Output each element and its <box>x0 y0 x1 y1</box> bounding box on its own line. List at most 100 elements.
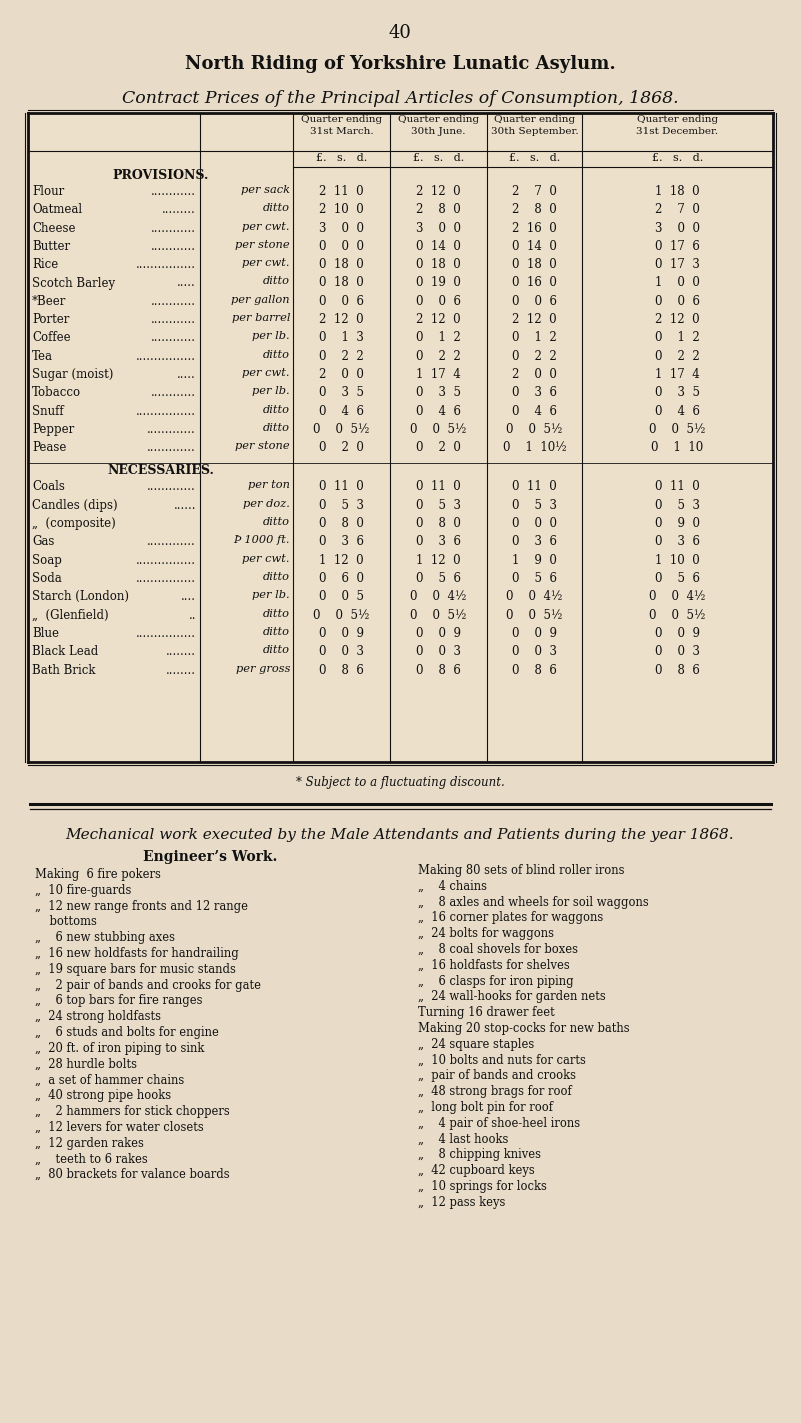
Text: 1  12  0: 1 12 0 <box>417 554 461 566</box>
Text: .............: ............. <box>147 441 196 454</box>
Text: Rice: Rice <box>32 258 58 272</box>
Text: Starch (London): Starch (London) <box>32 591 129 603</box>
Text: 2  10  0: 2 10 0 <box>319 203 364 216</box>
Text: ditto: ditto <box>263 404 290 414</box>
Text: 0    0  5½: 0 0 5½ <box>410 423 467 435</box>
Text: ................: ................ <box>136 572 196 585</box>
Text: 0    2  0: 0 2 0 <box>319 441 364 454</box>
Text: ditto: ditto <box>263 423 290 433</box>
Text: Gas: Gas <box>32 535 54 548</box>
Text: Black Lead: Black Lead <box>32 645 99 659</box>
Text: 0    0  3: 0 0 3 <box>319 645 364 659</box>
Text: „  16 holdfasts for shelves: „ 16 holdfasts for shelves <box>418 959 570 972</box>
Text: 0    5  6: 0 5 6 <box>655 572 700 585</box>
Text: „  80 brackets for valance boards: „ 80 brackets for valance boards <box>35 1168 230 1181</box>
Text: Þ 1000 ft.: Þ 1000 ft. <box>234 535 290 545</box>
Text: 2  11  0: 2 11 0 <box>319 185 364 198</box>
Text: per lb.: per lb. <box>252 332 290 342</box>
Text: 0    0  5½: 0 0 5½ <box>506 423 562 435</box>
Text: „    8 chipping knives: „ 8 chipping knives <box>418 1148 541 1161</box>
Text: „    2 hammers for stick choppers: „ 2 hammers for stick choppers <box>35 1106 230 1118</box>
Text: „    8 coal shovels for boxes: „ 8 coal shovels for boxes <box>418 943 578 956</box>
Text: Bath Brick: Bath Brick <box>32 663 95 676</box>
Text: per doz.: per doz. <box>244 499 290 509</box>
Text: .....: ..... <box>177 276 196 289</box>
Text: „  10 fire-guards: „ 10 fire-guards <box>35 884 131 896</box>
Text: 0    5  3: 0 5 3 <box>655 499 700 512</box>
Text: „    8 axles and wheels for soil waggons: „ 8 axles and wheels for soil waggons <box>418 895 649 909</box>
Text: 0  11  0: 0 11 0 <box>319 481 364 494</box>
Text: 0    0  3: 0 0 3 <box>655 645 700 659</box>
Text: 0    5  3: 0 5 3 <box>416 499 461 512</box>
Text: Cheese: Cheese <box>32 222 75 235</box>
Text: 0  11  0: 0 11 0 <box>417 481 461 494</box>
Text: .....: ..... <box>177 369 196 381</box>
Text: ditto: ditto <box>263 350 290 360</box>
Text: 0    8  6: 0 8 6 <box>655 663 700 676</box>
Text: per cwt.: per cwt. <box>243 369 290 379</box>
Text: 1  17  4: 1 17 4 <box>655 369 700 381</box>
Text: „  (composite): „ (composite) <box>32 517 116 531</box>
Text: * Subject to a fluctuating discount.: * Subject to a fluctuating discount. <box>296 776 505 788</box>
Text: 0    3  6: 0 3 6 <box>512 535 557 548</box>
Text: „  20 ft. of iron piping to sink: „ 20 ft. of iron piping to sink <box>35 1042 204 1054</box>
Text: 2  12  0: 2 12 0 <box>319 313 364 326</box>
Text: £.   s.   d.: £. s. d. <box>316 154 367 164</box>
Text: „  12 levers for water closets: „ 12 levers for water closets <box>35 1121 203 1134</box>
Text: 2  12  0: 2 12 0 <box>417 313 461 326</box>
Text: 0    4  6: 0 4 6 <box>319 404 364 417</box>
Text: per lb.: per lb. <box>252 591 290 601</box>
Text: 0  11  0: 0 11 0 <box>512 481 557 494</box>
Text: Porter: Porter <box>32 313 70 326</box>
Text: per gallon: per gallon <box>231 295 290 305</box>
Text: ditto: ditto <box>263 572 290 582</box>
Text: ............: ............ <box>151 185 196 198</box>
Text: 0  16  0: 0 16 0 <box>512 276 557 289</box>
Text: Turning 16 drawer feet: Turning 16 drawer feet <box>418 1006 555 1019</box>
Text: Candles (dips): Candles (dips) <box>32 499 118 512</box>
Text: 2    8  0: 2 8 0 <box>512 203 557 216</box>
Text: .............: ............. <box>147 423 196 435</box>
Text: .............: ............. <box>147 535 196 548</box>
Text: North Riding of Yorkshire Lunatic Asylum.: North Riding of Yorkshire Lunatic Asylum… <box>184 55 615 73</box>
Text: 0    2  2: 0 2 2 <box>417 350 461 363</box>
Text: 3    0  0: 3 0 0 <box>416 222 461 235</box>
Text: 0  18  0: 0 18 0 <box>417 258 461 272</box>
Text: „  42 cupboard keys: „ 42 cupboard keys <box>418 1164 535 1177</box>
Text: per gross: per gross <box>235 663 290 673</box>
Text: Making  6 fire pokers: Making 6 fire pokers <box>35 868 161 881</box>
Text: 0  17  6: 0 17 6 <box>655 240 700 253</box>
Text: 0    0  5½: 0 0 5½ <box>506 609 562 622</box>
Text: 0    0  9: 0 0 9 <box>319 628 364 640</box>
Text: 2  12  0: 2 12 0 <box>655 313 700 326</box>
Text: per cwt.: per cwt. <box>243 258 290 268</box>
Text: ........: ........ <box>166 645 196 659</box>
Text: 0    3  5: 0 3 5 <box>655 386 700 400</box>
Text: 0    8  6: 0 8 6 <box>319 663 364 676</box>
Text: 0    9  0: 0 9 0 <box>655 517 700 531</box>
Text: 0  17  3: 0 17 3 <box>655 258 700 272</box>
Text: „    6 top bars for fire ranges: „ 6 top bars for fire ranges <box>35 995 203 1007</box>
Text: 3    0  0: 3 0 0 <box>319 222 364 235</box>
Text: 0    8  0: 0 8 0 <box>319 517 364 531</box>
Text: Quarter ending
30th June.: Quarter ending 30th June. <box>398 115 479 137</box>
Text: Snuff: Snuff <box>32 404 63 417</box>
Text: Mechanical work executed by the Male Attendants and Patients during the year 186: Mechanical work executed by the Male Att… <box>66 828 735 842</box>
Text: 2    0  0: 2 0 0 <box>319 369 364 381</box>
Text: 0    1  10: 0 1 10 <box>651 441 703 454</box>
Text: „  40 strong pipe hooks: „ 40 strong pipe hooks <box>35 1089 171 1103</box>
Text: Soda: Soda <box>32 572 62 585</box>
Text: ................: ................ <box>136 404 196 417</box>
Text: Butter: Butter <box>32 240 70 253</box>
Text: 0    5  6: 0 5 6 <box>512 572 557 585</box>
Text: .........: ......... <box>163 203 196 216</box>
Text: 0    0  4½: 0 0 4½ <box>410 591 467 603</box>
Text: ditto: ditto <box>263 203 290 213</box>
Text: „  12 garden rakes: „ 12 garden rakes <box>35 1137 144 1150</box>
Text: 0  14  0: 0 14 0 <box>512 240 557 253</box>
Text: per stone: per stone <box>235 240 290 250</box>
Text: „    6 new stubbing axes: „ 6 new stubbing axes <box>35 931 175 945</box>
Text: „  24 wall-hooks for garden nets: „ 24 wall-hooks for garden nets <box>418 990 606 1003</box>
Text: 0    0  9: 0 0 9 <box>416 628 461 640</box>
Text: 0    0  5½: 0 0 5½ <box>313 609 370 622</box>
